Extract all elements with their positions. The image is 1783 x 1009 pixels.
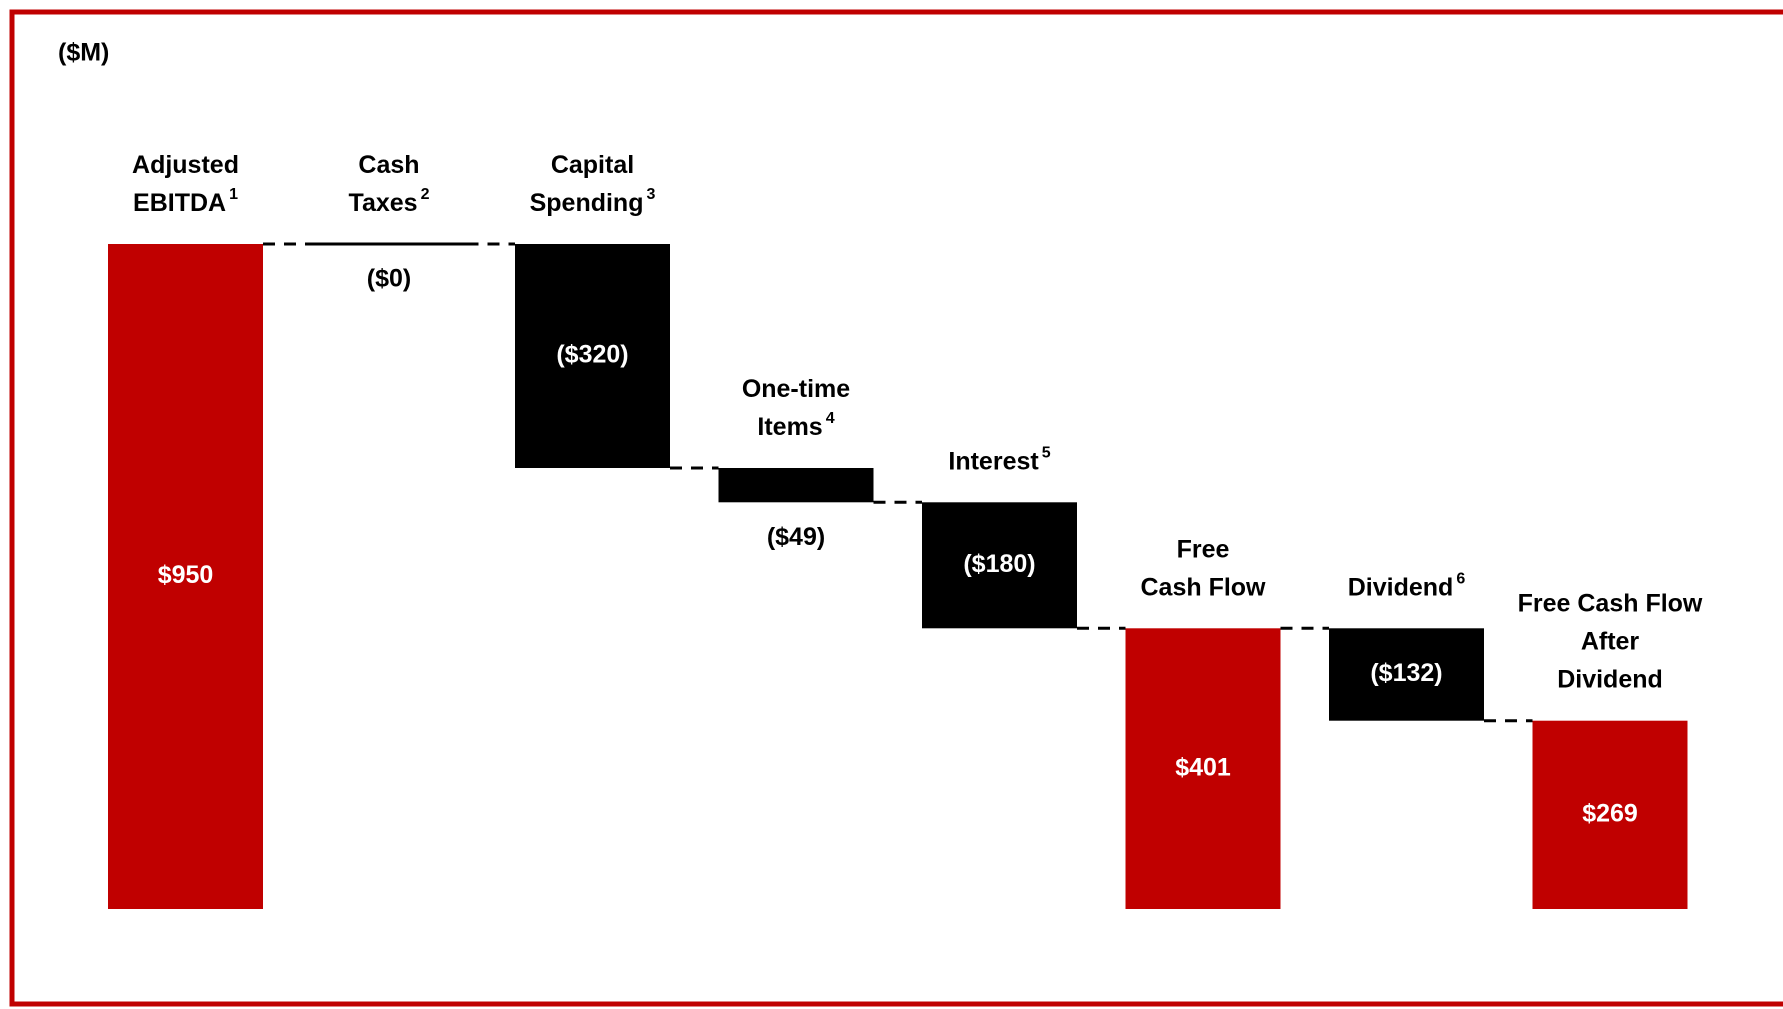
- footnote-marker: 4: [826, 410, 835, 427]
- value-label: ($180): [963, 550, 1035, 578]
- category-line: Adjusted: [132, 151, 239, 179]
- category-line: One-time: [742, 375, 850, 403]
- category-line: Capital: [551, 151, 634, 179]
- footnote-marker: 6: [1456, 571, 1465, 588]
- category-label: Dividend 6: [1348, 571, 1466, 601]
- bar: [1532, 720, 1688, 909]
- bar: [1125, 628, 1281, 909]
- category-label: Free Cash Flow: [1140, 535, 1266, 601]
- category-label: Cash Taxes 2: [349, 151, 430, 217]
- category-line: Interest: [948, 447, 1039, 475]
- value-label: $950: [158, 561, 214, 589]
- category-line: Spending: [530, 189, 644, 217]
- category-line: Free Cash Flow: [1518, 589, 1703, 617]
- bar: [515, 244, 670, 468]
- category-line: Free: [1177, 535, 1230, 563]
- bar: [718, 468, 874, 503]
- category-line: Cash Flow: [1140, 573, 1266, 601]
- bar: [108, 244, 263, 909]
- category-line: EBITDA: [133, 189, 226, 217]
- value-label: $401: [1175, 753, 1231, 781]
- category-label: Adjusted EBITDA 1: [132, 151, 239, 217]
- category-label: Free Cash Flow After Dividend: [1518, 589, 1703, 693]
- value-label: ($49): [767, 523, 825, 551]
- value-label: ($132): [1370, 659, 1442, 687]
- category-line: Dividend: [1557, 665, 1663, 693]
- footnote-marker: 1: [229, 186, 238, 203]
- value-label: ($0): [367, 265, 411, 293]
- footnote-marker: 5: [1042, 445, 1051, 462]
- category-line: Cash: [358, 151, 419, 179]
- category-line: After: [1581, 627, 1640, 655]
- frame: [9, 9, 1783, 1007]
- bar: [922, 502, 1077, 629]
- bar: [311, 242, 467, 246]
- category-line: Items: [757, 413, 822, 441]
- category-line: Taxes: [349, 189, 418, 217]
- category-label: Interest 5: [948, 445, 1050, 475]
- footnote-marker: 2: [421, 186, 430, 203]
- footnote-marker: 3: [646, 186, 655, 203]
- value-label: $269: [1582, 799, 1638, 827]
- value-label: ($320): [556, 341, 628, 369]
- chart-title: ($M): [58, 39, 109, 67]
- category-label: One-time Items 4: [742, 375, 850, 441]
- bar: [1329, 628, 1484, 721]
- category-line: Dividend: [1348, 573, 1454, 601]
- category-label: Capital Spending 3: [530, 151, 656, 217]
